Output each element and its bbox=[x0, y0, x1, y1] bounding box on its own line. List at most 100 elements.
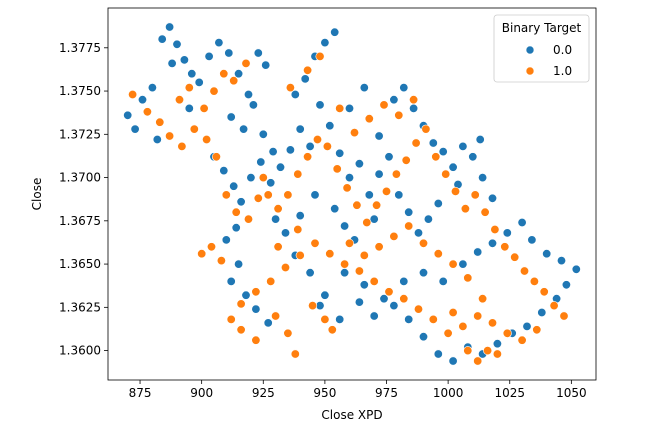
point-0-0-69 bbox=[310, 190, 320, 200]
point-1-0-68 bbox=[266, 276, 276, 286]
point-1-0-56 bbox=[443, 328, 453, 338]
point-1-0-40 bbox=[470, 190, 480, 200]
point-1-0-104 bbox=[315, 51, 325, 61]
point-1-0-73 bbox=[251, 335, 261, 345]
point-0-0-60 bbox=[433, 199, 443, 209]
point-1-0-78 bbox=[320, 314, 330, 324]
point-1-0-109 bbox=[293, 225, 303, 235]
point-1-0-11 bbox=[175, 95, 185, 105]
x-tick-label-2: 925 bbox=[252, 386, 275, 400]
x-tick-label-4: 975 bbox=[375, 386, 398, 400]
point-0-0-80 bbox=[418, 268, 428, 278]
point-1-0-23 bbox=[303, 152, 313, 162]
x-tick-label-0: 875 bbox=[129, 386, 152, 400]
point-1-0-21 bbox=[283, 190, 293, 200]
point-0-0-3 bbox=[147, 83, 157, 93]
point-1-0-47 bbox=[539, 287, 549, 297]
legend-label-0: 0.0 bbox=[553, 43, 572, 57]
point-0-0-1 bbox=[130, 124, 140, 134]
point-0-0-43 bbox=[354, 159, 364, 169]
point-0-0-52 bbox=[438, 147, 448, 157]
point-1-0-72 bbox=[236, 325, 246, 335]
point-1-0-37 bbox=[441, 169, 451, 179]
point-0-0-47 bbox=[389, 95, 399, 105]
point-0-0-22 bbox=[268, 147, 278, 157]
point-0-0-31 bbox=[285, 145, 295, 155]
point-0-0-56 bbox=[478, 173, 488, 183]
point-1-0-9 bbox=[229, 76, 239, 86]
point-0-0-40 bbox=[325, 121, 335, 131]
point-1-0-64 bbox=[325, 249, 335, 259]
y-tick-label-7: 1.3775 bbox=[59, 41, 101, 55]
point-0-0-42 bbox=[344, 173, 354, 183]
point-0-0-67 bbox=[340, 221, 350, 231]
point-0-0-24 bbox=[219, 166, 229, 176]
point-0-0-76 bbox=[340, 268, 350, 278]
point-0-0-63 bbox=[404, 207, 414, 217]
point-0-0-117 bbox=[374, 131, 384, 141]
point-0-0-119 bbox=[184, 103, 194, 113]
point-1-0-46 bbox=[529, 276, 539, 286]
point-0-0-114 bbox=[231, 223, 241, 233]
point-0-0-102 bbox=[404, 314, 414, 324]
point-1-0-7 bbox=[209, 86, 219, 96]
point-1-0-25 bbox=[322, 141, 332, 151]
point-0-0-25 bbox=[229, 181, 239, 191]
point-1-0-101 bbox=[379, 100, 389, 110]
point-1-0-42 bbox=[490, 225, 500, 235]
point-0-0-39 bbox=[290, 90, 300, 100]
point-1-0-88 bbox=[418, 238, 428, 248]
point-1-0-102 bbox=[394, 110, 404, 120]
point-1-0-0 bbox=[128, 90, 138, 100]
point-0-0-118 bbox=[167, 58, 177, 68]
point-1-0-74 bbox=[271, 311, 281, 321]
point-0-0-18 bbox=[226, 112, 236, 122]
point-1-0-69 bbox=[251, 287, 261, 297]
point-0-0-88 bbox=[542, 249, 552, 259]
point-0-0-30 bbox=[275, 162, 285, 172]
point-1-0-66 bbox=[295, 250, 305, 260]
point-0-0-14 bbox=[234, 69, 244, 79]
point-1-0-84 bbox=[359, 250, 369, 260]
point-0-0-41 bbox=[335, 148, 345, 158]
point-1-0-32 bbox=[391, 169, 401, 179]
point-0-0-46 bbox=[384, 152, 394, 162]
point-1-0-97 bbox=[492, 349, 502, 359]
point-1-0-83 bbox=[344, 238, 354, 248]
point-0-0-108 bbox=[234, 259, 244, 269]
point-1-0-10 bbox=[241, 58, 251, 68]
y-tick-label-6: 1.3750 bbox=[59, 84, 101, 98]
point-1-0-90 bbox=[448, 259, 458, 269]
point-0-0-21 bbox=[258, 129, 268, 139]
point-1-0-45 bbox=[519, 266, 529, 276]
y-axis-label: Close bbox=[30, 178, 44, 211]
point-1-0-1 bbox=[142, 107, 152, 117]
point-0-0-32 bbox=[295, 124, 305, 134]
point-0-0-75 bbox=[320, 290, 330, 300]
point-1-0-61 bbox=[369, 276, 379, 286]
point-1-0-81 bbox=[207, 242, 217, 252]
point-0-0-93 bbox=[537, 307, 547, 317]
point-1-0-91 bbox=[463, 273, 473, 283]
point-1-0-70 bbox=[236, 299, 246, 309]
legend-box bbox=[493, 14, 590, 83]
point-1-0-4 bbox=[177, 141, 187, 151]
point-0-0-84 bbox=[487, 238, 497, 248]
point-1-0-95 bbox=[473, 356, 483, 366]
point-0-0-77 bbox=[359, 280, 369, 290]
y-tick-label-0: 1.3600 bbox=[59, 344, 101, 358]
point-0-0-33 bbox=[305, 141, 315, 151]
point-0-0-58 bbox=[475, 135, 485, 145]
point-0-0-89 bbox=[556, 256, 566, 266]
point-1-0-86 bbox=[389, 231, 399, 241]
point-0-0-86 bbox=[517, 218, 527, 228]
point-0-0-104 bbox=[369, 311, 379, 321]
x-tick-label-7: 1050 bbox=[556, 386, 587, 400]
point-1-0-36 bbox=[431, 152, 441, 162]
point-1-0-105 bbox=[303, 65, 313, 75]
point-0-0-110 bbox=[241, 290, 251, 300]
legend-marker-0 bbox=[525, 45, 535, 55]
point-1-0-80 bbox=[197, 249, 207, 259]
x-tick-label-1: 900 bbox=[190, 386, 213, 400]
point-1-0-14 bbox=[211, 152, 221, 162]
